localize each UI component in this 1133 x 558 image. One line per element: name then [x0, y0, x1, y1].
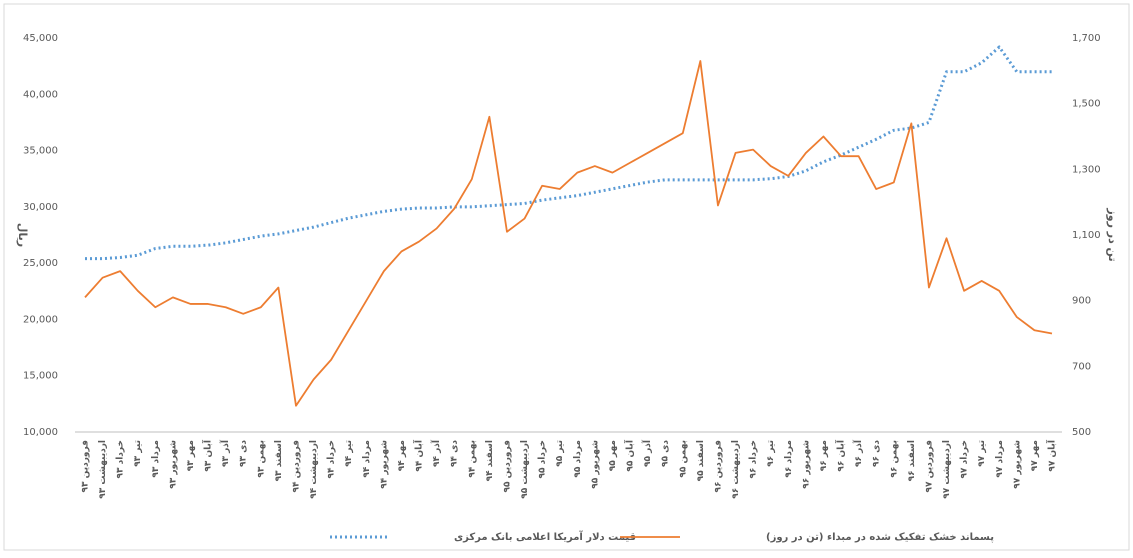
x-tick-label: دی ۹۵: [661, 440, 671, 467]
series-line: [84, 60, 1053, 407]
x-tick-label: اسفند ۹۴: [485, 440, 495, 481]
x-tick-label: خرداد ۹۴: [327, 440, 337, 479]
x-tick-label: بهمن ۹۵: [678, 440, 688, 478]
y-axis-title: ریال: [16, 223, 29, 247]
x-tick-label: بهمن ۹۴: [467, 440, 477, 478]
y-tick-label: 20,000: [23, 314, 58, 325]
x-tick-label: شهریور ۹۴: [379, 440, 389, 489]
x-tick-label: مهر ۹۳: [186, 440, 196, 471]
y-tick-label: 10,000: [23, 427, 58, 438]
x-tick-label: آبان ۹۴: [413, 439, 425, 472]
x-tick-label: تیر ۹۷: [977, 440, 987, 467]
x-tick-label: شهریور ۹۶: [801, 440, 811, 489]
y2-tick-label: 1,300: [1072, 164, 1101, 175]
y2-tick-label: 1,100: [1072, 230, 1101, 241]
y2-tick-label: 900: [1072, 296, 1091, 307]
x-tick-label: مهر ۹۵: [608, 440, 618, 471]
x-tick-label: آذر ۹۴: [430, 439, 442, 467]
x-tick-label: آبان ۹۷: [1046, 439, 1058, 472]
x-tick-label: مرداد ۹۷: [995, 440, 1005, 478]
x-tick-label: آبان ۹۳: [202, 439, 214, 472]
x-tick-label: آبان ۹۶: [835, 439, 847, 472]
x-tick-label: خرداد ۹۳: [116, 440, 126, 479]
x-tick-label: آبان ۹۵: [624, 439, 636, 472]
legend-label: پسماند خشک تفکیک شده در مبداء (تن در روز…: [766, 532, 994, 543]
x-tick-label: تیر ۹۴: [344, 440, 354, 467]
x-tick-label: شهریور ۹۷: [1012, 440, 1022, 489]
x-tick-label: اردیبهشت ۹۳: [98, 440, 108, 499]
y2-tick-label: 1,500: [1072, 99, 1101, 110]
x-tick-label: اسفند ۹۶: [907, 440, 917, 481]
x-tick-label: مرداد ۹۵: [573, 440, 583, 478]
x-tick-label: فروردین ۹۶: [713, 440, 723, 493]
x-tick-label: خرداد ۹۶: [749, 440, 759, 479]
y-tick-label: 30,000: [23, 202, 58, 213]
x-tick-label: آذر ۹۶: [852, 439, 864, 467]
y2-tick-label: 500: [1072, 427, 1091, 438]
y-tick-label: 40,000: [23, 89, 58, 100]
x-tick-label: فروردین ۹۷: [924, 440, 934, 493]
x-tick-label: مرداد ۹۳: [151, 440, 161, 478]
x-tick-label: خرداد ۹۵: [538, 440, 548, 479]
x-tick-label: دی ۹۳: [239, 440, 249, 467]
x-tick-label: خرداد ۹۷: [960, 440, 970, 479]
y-tick-label: 45,000: [23, 33, 58, 44]
x-tick-label: اردیبهشت ۹۴: [309, 440, 319, 499]
y2-axis-title: تن در روز: [1106, 207, 1119, 261]
y2-tick-label: 700: [1072, 361, 1091, 372]
y-tick-label: 25,000: [23, 258, 58, 269]
x-tick-label: تیر ۹۶: [766, 440, 776, 467]
x-tick-label: آذر ۹۵: [641, 439, 653, 467]
x-tick-label: شهریور ۹۵: [590, 440, 600, 489]
x-tick-label: بهمن ۹۳: [256, 440, 266, 478]
x-tick-label: تیر ۹۳: [133, 440, 143, 467]
x-tick-label: دی ۹۶: [872, 440, 882, 467]
x-tick-label: آذر ۹۳: [219, 439, 231, 467]
x-tick-label: اسفند ۹۳: [274, 440, 284, 481]
x-tick-label: مرداد ۹۴: [362, 440, 372, 478]
y2-tick-label: 1,700: [1072, 33, 1101, 44]
x-tick-label: اردیبهشت ۹۶: [731, 440, 741, 499]
x-tick-label: مهر ۹۶: [819, 440, 829, 471]
x-tick-label: دی ۹۴: [450, 440, 460, 467]
x-tick-label: بهمن ۹۶: [889, 440, 899, 478]
chart-frame: [3, 3, 1130, 551]
x-tick-label: شهریور ۹۳: [168, 440, 178, 489]
x-tick-label: فروردین ۹۵: [502, 440, 512, 493]
x-tick-label: فروردین ۹۳: [81, 440, 91, 493]
legend-label: قیمت دلار آمریکا اعلامی بانک مرکزی: [454, 530, 636, 543]
y-tick-label: 35,000: [23, 146, 58, 157]
x-tick-label: مرداد ۹۶: [784, 440, 794, 478]
x-tick-label: مهر ۹۷: [1030, 440, 1040, 471]
x-tick-label: اردیبهشت ۹۷: [942, 440, 952, 499]
x-tick-label: فروردین ۹۴: [291, 440, 301, 493]
x-tick-label: مهر ۹۴: [397, 440, 407, 471]
x-tick-label: تیر ۹۵: [555, 440, 565, 467]
x-tick-label: اسفند ۹۵: [696, 440, 706, 481]
x-tick-label: اردیبهشت ۹۵: [520, 440, 530, 499]
y-tick-label: 15,000: [23, 371, 58, 382]
